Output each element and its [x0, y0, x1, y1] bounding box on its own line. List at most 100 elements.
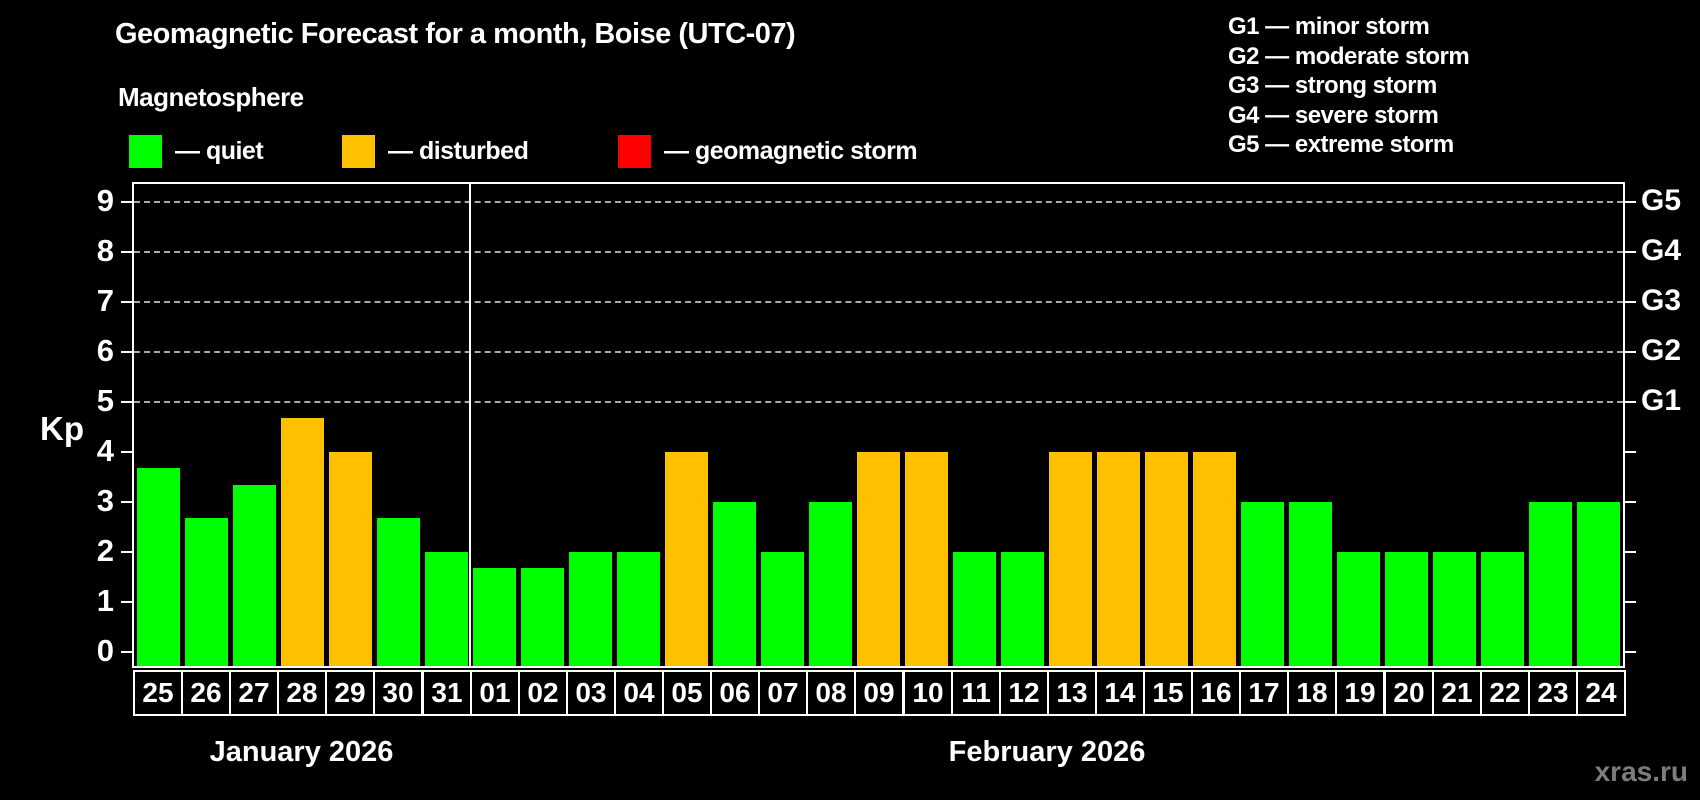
kp-bar-04: [617, 552, 660, 666]
gridline-kp7: [134, 301, 1623, 303]
kp-bar-21: [1433, 552, 1476, 666]
g-axis-label-g4: G4: [1641, 234, 1682, 267]
day-box-06: 06: [710, 670, 760, 716]
day-box-13: 13: [1047, 670, 1097, 716]
day-box-19: 19: [1335, 670, 1385, 716]
day-box-02: 02: [518, 670, 568, 716]
right-tick-kp4: [1624, 451, 1636, 453]
day-box-20: 20: [1384, 670, 1434, 716]
day-box-26: 26: [181, 670, 231, 716]
day-box-03: 03: [566, 670, 616, 716]
day-box-24: 24: [1576, 670, 1626, 716]
y-axis-title: Kp: [40, 410, 84, 447]
right-tick-kp5: [1624, 401, 1636, 403]
kp-bar-11: [953, 552, 996, 666]
day-box-10: 10: [903, 670, 953, 716]
kp-bar-03: [569, 552, 612, 666]
day-box-23: 23: [1528, 670, 1578, 716]
quiet-label: — quiet: [175, 137, 264, 165]
day-box-11: 11: [951, 670, 1001, 716]
right-tick-kp1: [1624, 601, 1636, 603]
day-box-27: 27: [229, 670, 279, 716]
kp-bar-01: [473, 568, 516, 666]
month-label-february: February 2026: [948, 736, 1146, 768]
gridline-kp9: [134, 201, 1623, 203]
kp-bar-20: [1385, 552, 1428, 666]
page-title: Geomagnetic Forecast for a month, Boise …: [115, 18, 796, 50]
day-box-16: 16: [1191, 670, 1241, 716]
day-box-28: 28: [277, 670, 327, 716]
kp-bar-16: [1193, 452, 1236, 666]
right-tick-kp0: [1624, 651, 1636, 653]
right-tick-kp6: [1624, 351, 1636, 353]
quiet-color-swatch: [129, 135, 162, 168]
right-tick-kp8: [1624, 251, 1636, 253]
kp-bar-23: [1529, 502, 1572, 666]
y-tick-label-9: 9: [96, 183, 114, 218]
kp-bar-12: [1001, 552, 1044, 666]
kp-bar-31: [425, 552, 468, 666]
day-box-01: 01: [470, 670, 520, 716]
day-box-17: 17: [1239, 670, 1289, 716]
kp-bar-07: [761, 552, 804, 666]
y-tick-label-5: 5: [96, 383, 114, 418]
kp-bar-05: [665, 452, 708, 666]
kp-bar-02: [521, 568, 564, 666]
gridline-kp6: [134, 351, 1623, 353]
left-tick-kp7: [121, 301, 133, 303]
kp-bar-25: [137, 468, 180, 666]
day-box-18: 18: [1287, 670, 1337, 716]
month-separator-line: [469, 184, 471, 666]
day-box-12: 12: [999, 670, 1049, 716]
magnetosphere-label: Magnetosphere: [118, 82, 304, 112]
storm-color-swatch: [618, 135, 651, 168]
left-tick-kp0: [121, 651, 133, 653]
y-tick-label-2: 2: [96, 533, 114, 568]
watermark: xras.ru: [1594, 756, 1688, 787]
g-legend-line-g1: G1 — minor storm: [1228, 13, 1430, 40]
storm-label: — geomagnetic storm: [664, 137, 918, 165]
day-box-04: 04: [614, 670, 664, 716]
day-box-21: 21: [1432, 670, 1482, 716]
right-tick-kp9: [1624, 201, 1636, 203]
y-tick-label-8: 8: [96, 233, 114, 268]
kp-bar-06: [713, 502, 756, 666]
kp-bar-10: [905, 452, 948, 666]
left-tick-kp4: [121, 451, 133, 453]
day-box-15: 15: [1143, 670, 1193, 716]
day-box-31: 31: [422, 670, 472, 716]
y-tick-label-7: 7: [96, 283, 114, 318]
day-box-08: 08: [806, 670, 856, 716]
left-tick-kp3: [121, 501, 133, 503]
left-tick-kp2: [121, 551, 133, 553]
left-tick-kp5: [121, 401, 133, 403]
day-box-09: 09: [854, 670, 904, 716]
kp-bar-15: [1145, 452, 1188, 666]
g-scale-legend: G1 — minor storm G2 — moderate storm G3 — …: [1228, 12, 1470, 160]
y-tick-label-1: 1: [96, 583, 114, 618]
day-box-29: 29: [325, 670, 375, 716]
right-tick-kp7: [1624, 301, 1636, 303]
kp-bar-13: [1049, 452, 1092, 666]
disturbed-color-swatch: [342, 135, 375, 168]
kp-bar-19: [1337, 552, 1380, 666]
kp-bar-09: [857, 452, 900, 666]
left-tick-kp8: [121, 251, 133, 253]
kp-bar-29: [329, 452, 372, 666]
g-axis-label-g5: G5: [1641, 184, 1682, 217]
kp-bar-08: [809, 502, 852, 666]
g-legend-line-g4: G4 — severe storm: [1228, 101, 1439, 129]
legend-item-storm: — geomagnetic storm: [618, 135, 918, 168]
day-box-07: 07: [758, 670, 808, 716]
chart-plot-area: [132, 182, 1625, 668]
g-axis-label-g1: G1: [1641, 384, 1682, 417]
gridline-kp5: [134, 401, 1623, 403]
g-legend-line-g3: G3 — strong storm: [1228, 72, 1437, 99]
month-label-january: January 2026: [209, 736, 394, 768]
left-tick-kp6: [121, 351, 133, 353]
kp-bar-17: [1241, 502, 1284, 666]
kp-bar-24: [1577, 502, 1620, 666]
disturbed-label: — disturbed: [388, 137, 529, 165]
gridline-kp8: [134, 251, 1623, 253]
legend-item-quiet: — quiet: [129, 135, 264, 168]
